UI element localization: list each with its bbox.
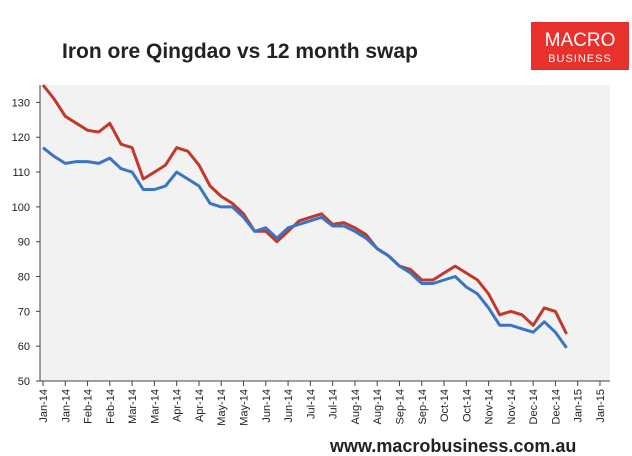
y-tick-label: 130 — [12, 97, 30, 109]
x-tick-label: Jan-15 — [595, 389, 607, 423]
y-tick-label: 80 — [18, 272, 30, 284]
x-tick-label: Apr-14 — [194, 389, 206, 422]
x-tick-label: Sep-14 — [394, 389, 406, 424]
y-tick-label: 50 — [18, 376, 30, 388]
footer: www.macrobusiness.com.au — [329, 436, 576, 456]
x-tick-label: Dec-14 — [550, 389, 562, 424]
y-tick-label: 90 — [18, 237, 30, 249]
x-tick-label: Dec-14 — [528, 389, 540, 424]
x-tick-label: Mar-14 — [149, 389, 161, 424]
x-tick-label: Jun-14 — [261, 389, 273, 423]
x-tick-label: Jan-14 — [60, 389, 72, 423]
x-tick-label: Oct-14 — [439, 389, 451, 422]
x-tick-label: Nov-14 — [484, 389, 496, 424]
x-tick-label: Jan-14 — [38, 389, 50, 423]
x-tick-label: Jun-14 — [283, 389, 295, 423]
x-tick-label: Sep-14 — [417, 389, 429, 424]
x-tick-label: Feb-14 — [83, 389, 95, 424]
plot-area — [40, 85, 610, 381]
y-tick-label: 60 — [18, 341, 30, 353]
y-tick-label: 120 — [12, 132, 30, 144]
logo-box — [531, 22, 629, 70]
x-tick-label: Aug-14 — [372, 389, 384, 424]
x-tick-label: Oct-14 — [461, 389, 473, 422]
x-tick-label: May-14 — [239, 389, 251, 426]
y-tick-label: 70 — [18, 306, 30, 318]
y-tick-label: 110 — [12, 167, 30, 179]
x-tick-label: Nov-14 — [506, 389, 518, 424]
x-tick-label: Aug-14 — [350, 389, 362, 424]
x-tick-label: Apr-14 — [172, 389, 184, 422]
chart-title: Iron ore Qingdao vs 12 month swap — [62, 40, 418, 63]
y-tick-label: 100 — [12, 202, 30, 214]
x-tick-label: Feb-14 — [105, 389, 117, 424]
x-tick-label: May-14 — [216, 389, 228, 426]
x-tick-label: Jul-14 — [305, 389, 317, 419]
line-series — [41, 84, 568, 335]
logo-text: BUSINESS — [548, 53, 612, 65]
logo-text: MACRO — [545, 30, 616, 51]
line-series — [42, 146, 568, 349]
x-tick-label: Jul-14 — [328, 389, 340, 419]
x-tick-label: Mar-14 — [127, 389, 139, 424]
x-tick-label: Jan-15 — [573, 389, 585, 423]
